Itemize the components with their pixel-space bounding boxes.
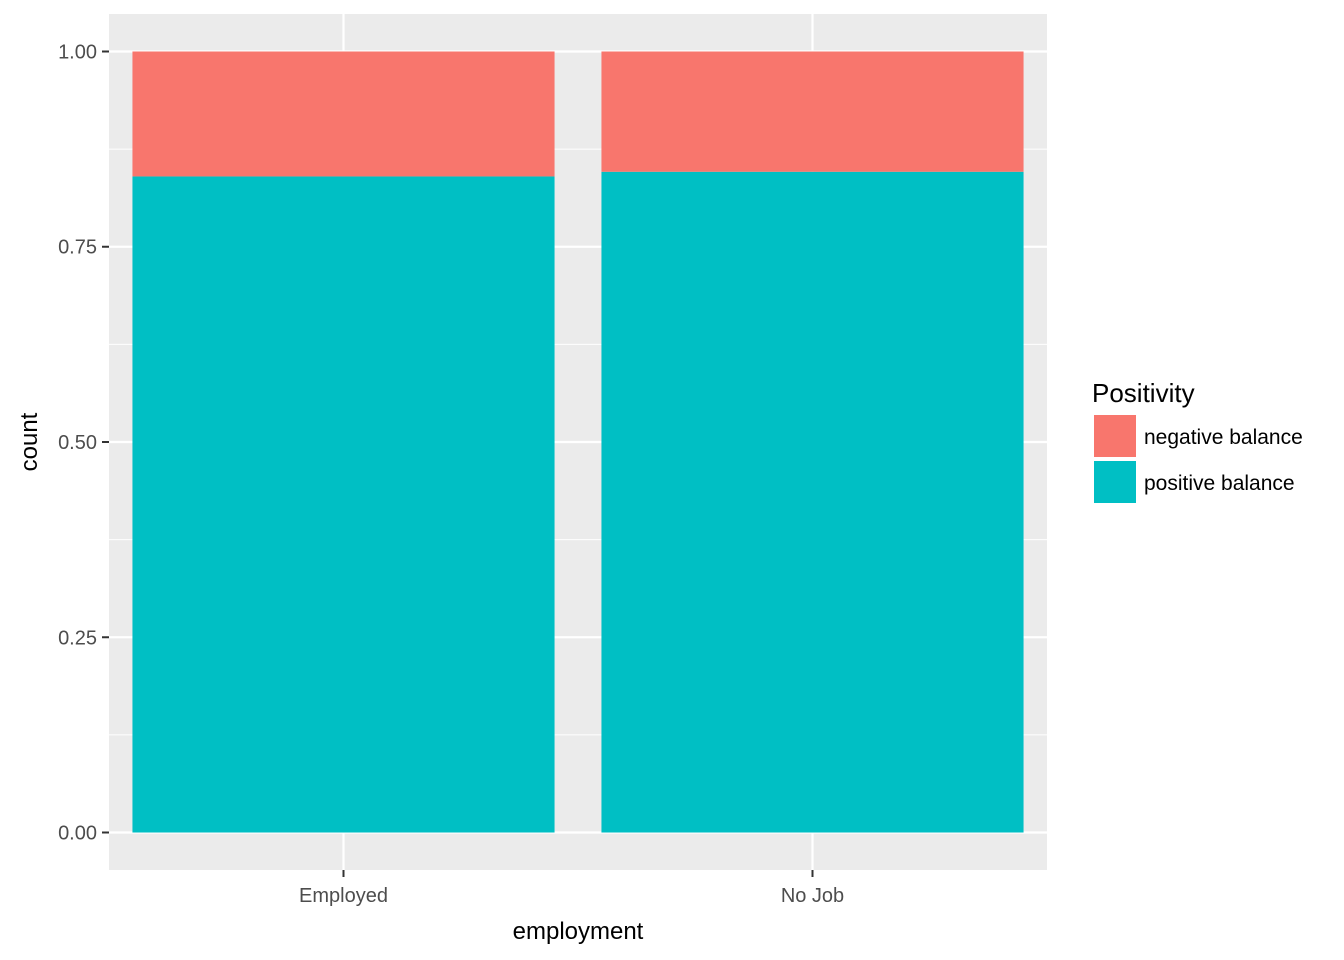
y-tick-label: 0.75 [58, 237, 97, 259]
legend-title: Positivity [1092, 378, 1195, 408]
legend-label: negative balance [1144, 426, 1303, 449]
y-tick-label: 1.00 [58, 41, 97, 63]
legend-key [1094, 415, 1136, 457]
bar-positive-balance-employed [132, 176, 555, 833]
x-tick-label: Employed [299, 885, 388, 907]
legend-key [1094, 461, 1136, 503]
y-tick-label: 0.50 [58, 432, 97, 454]
bar-negative-balance-employed [132, 51, 555, 177]
legend-label: positive balance [1144, 472, 1295, 495]
y-tick-label: 0.00 [58, 823, 97, 845]
x-tick-label: No Job [781, 885, 844, 907]
bar-positive-balance-no-job [601, 171, 1024, 833]
legend: Positivity negative balance positive bala… [1092, 378, 1303, 503]
y-tick-label: 0.25 [58, 627, 97, 649]
x-axis: Employed No Job [299, 870, 844, 907]
bar-negative-balance-no-job [601, 51, 1024, 172]
y-axis-title: count [16, 412, 43, 471]
y-axis: 0.00 0.25 0.50 0.75 1.00 [58, 41, 109, 845]
bars [132, 51, 1024, 833]
x-axis-title: employment [513, 918, 644, 945]
